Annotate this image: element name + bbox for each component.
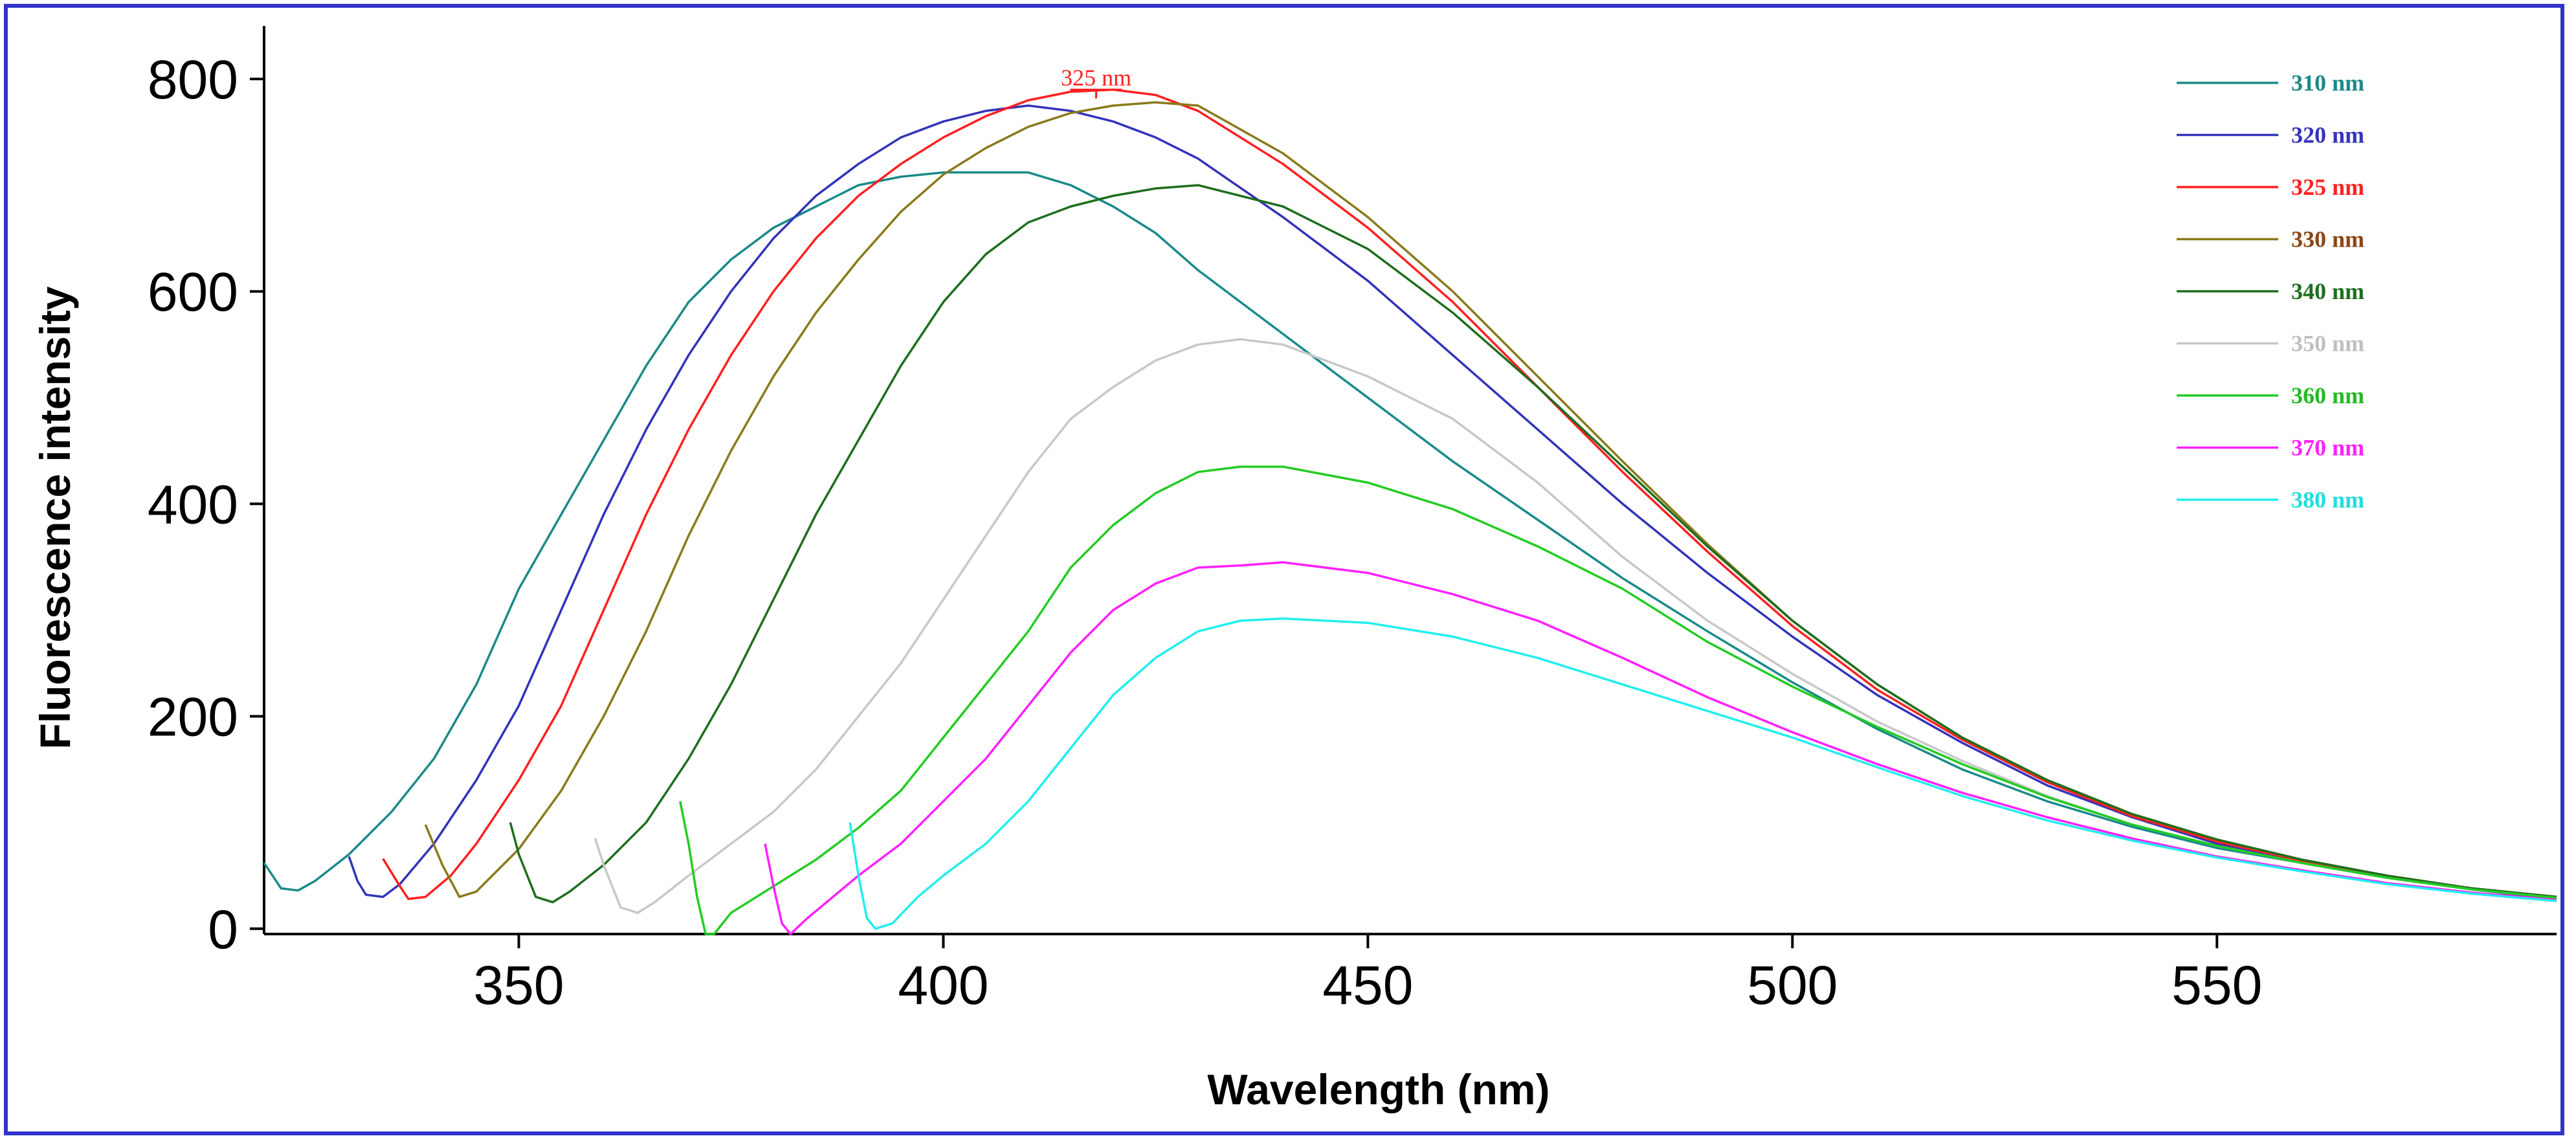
x-tick-label: 550 <box>2171 955 2262 1016</box>
legend-label: 360 nm <box>2291 383 2364 408</box>
annotation-label: 325 nm <box>1061 65 1131 91</box>
x-tick-label: 350 <box>473 955 564 1016</box>
x-tick-label: 400 <box>898 955 988 1016</box>
series-line-380-nm <box>849 617 2557 930</box>
legend-label: 330 nm <box>2291 227 2364 252</box>
axes <box>263 26 2557 935</box>
legend-label: 350 nm <box>2291 331 2364 357</box>
tick-group: 350 400 450 500 550 0 200 400 600 800 <box>148 49 2262 1016</box>
y-tick-label: 400 <box>148 474 238 535</box>
chart-frame <box>4 4 2564 1135</box>
y-tick-label: 800 <box>148 49 238 110</box>
series-line-325-nm <box>382 88 2557 900</box>
series-line-360-nm <box>679 465 2557 935</box>
series-line-340-nm <box>509 184 2557 904</box>
x-axis-title: Wavelength (nm) <box>1207 1065 1549 1113</box>
legend-label: 340 nm <box>2291 278 2364 304</box>
legend-label: 310 nm <box>2291 70 2364 96</box>
series-line-310-nm <box>263 171 2557 898</box>
x-tick-label: 500 <box>1747 955 1838 1016</box>
series-line-370-nm <box>764 561 2557 935</box>
y-tick-label: 200 <box>148 687 238 748</box>
x-tick-label: 450 <box>1322 955 1413 1016</box>
y-tick-label: 600 <box>148 262 238 322</box>
legend-label: 325 nm <box>2291 174 2364 200</box>
legend-label: 320 nm <box>2291 122 2364 148</box>
y-tick-label: 0 <box>208 899 238 960</box>
legend: 310 nm 320 nm 325 nm 330 nm 340 nm 350 nm 360 … <box>2177 70 2364 513</box>
legend-label: 370 nm <box>2291 435 2364 461</box>
legend-label: 380 nm <box>2291 487 2364 513</box>
y-axis-title: Fluorescence intensity <box>31 286 79 750</box>
series-line-320-nm <box>348 104 2557 900</box>
annotation-group: 325 nm <box>1061 65 1131 98</box>
series-lines <box>263 88 2557 935</box>
